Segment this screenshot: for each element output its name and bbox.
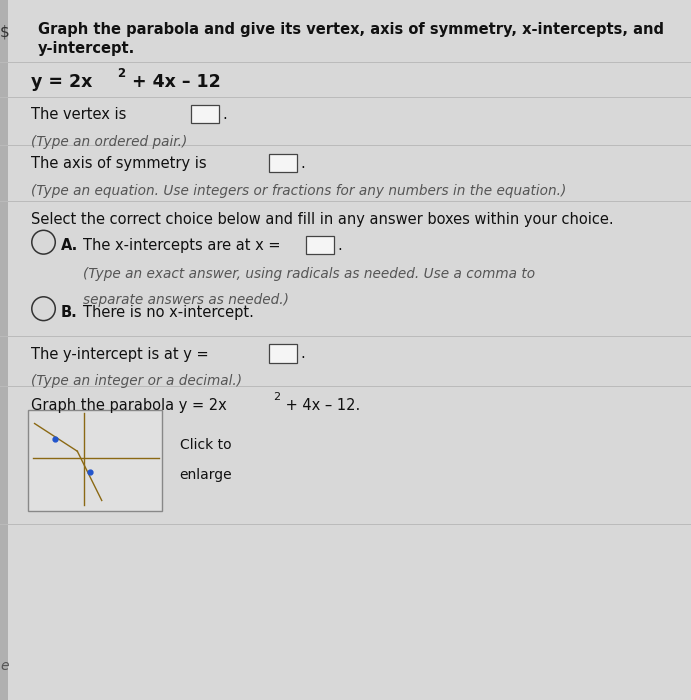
Text: .: . (301, 346, 305, 361)
Text: (Type an exact answer, using radicals as needed. Use a comma to: (Type an exact answer, using radicals as… (83, 267, 535, 281)
Text: B.: B. (61, 304, 77, 319)
Text: Select the correct choice below and fill in any answer boxes within your choice.: Select the correct choice below and fill… (31, 212, 614, 227)
Text: Graph the parabola y = 2x: Graph the parabola y = 2x (31, 398, 227, 412)
Text: enlarge: enlarge (180, 468, 232, 482)
Text: e: e (0, 659, 8, 673)
FancyBboxPatch shape (269, 344, 297, 363)
FancyBboxPatch shape (0, 0, 8, 700)
Text: (Type an equation. Use integers or fractions for any numbers in the equation.): (Type an equation. Use integers or fract… (31, 184, 567, 198)
FancyBboxPatch shape (191, 105, 219, 123)
Text: + 4x – 12: + 4x – 12 (126, 73, 221, 91)
Text: .: . (223, 107, 227, 122)
Text: The y-intercept is at y =: The y-intercept is at y = (31, 346, 209, 361)
Text: The x-intercepts are at x =: The x-intercepts are at x = (83, 238, 281, 253)
FancyBboxPatch shape (306, 236, 334, 254)
FancyBboxPatch shape (269, 154, 297, 172)
Text: The vertex is: The vertex is (31, 107, 126, 122)
Text: (Type an ordered pair.): (Type an ordered pair.) (31, 135, 187, 149)
Text: y-intercept.: y-intercept. (38, 41, 135, 55)
Text: .: . (301, 156, 305, 171)
Text: The axis of symmetry is: The axis of symmetry is (31, 156, 207, 171)
Text: A.: A. (61, 238, 78, 253)
Text: $: $ (0, 25, 9, 39)
Text: .: . (337, 238, 342, 253)
Text: 2: 2 (117, 67, 126, 80)
FancyBboxPatch shape (28, 410, 162, 511)
Text: + 4x – 12.: + 4x – 12. (281, 398, 361, 412)
Text: Click to: Click to (180, 438, 231, 452)
Text: There is no x-intercept.: There is no x-intercept. (83, 304, 254, 319)
Text: Graph the parabola and give its vertex, axis of symmetry, x-intercepts, and: Graph the parabola and give its vertex, … (38, 22, 664, 37)
Text: (Type an integer or a decimal.): (Type an integer or a decimal.) (31, 374, 243, 388)
Text: y = 2x: y = 2x (31, 73, 93, 91)
Text: separate answers as needed.): separate answers as needed.) (83, 293, 289, 307)
Text: 2: 2 (273, 392, 280, 402)
